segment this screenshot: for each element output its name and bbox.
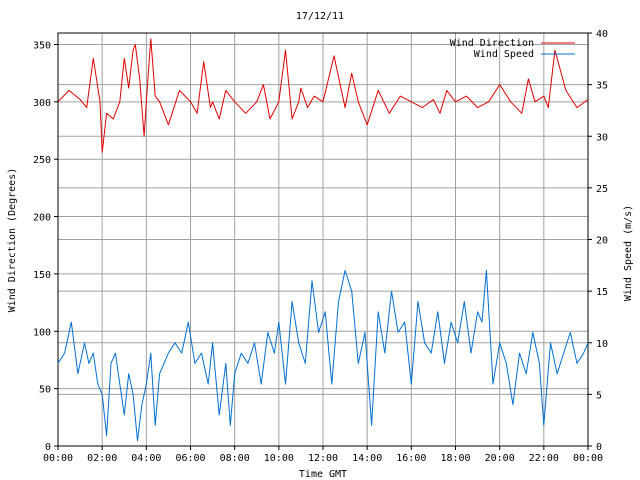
y-right-tick-label: 30 (596, 132, 608, 143)
x-tick-label: 10:00 (264, 453, 294, 464)
x-tick-label: 18:00 (440, 453, 470, 464)
y-right-tick-label: 20 (596, 236, 608, 247)
x-tick-label: 06:00 (175, 453, 205, 464)
y-left-tick-label: 300 (33, 98, 51, 109)
chart-title: 17/12/11 (296, 11, 344, 22)
legend: Wind Direction Wind Speed (450, 38, 575, 60)
x-axis-ticks: 00:00 02:00 04:00 06:00 08:00 10:00 12:00 14:00… (43, 446, 603, 464)
y-left-axis-ticks: 0 50 100 150 200 250 300 350 (33, 40, 58, 453)
y-right-tick-label: 35 (596, 81, 608, 92)
y-right-axis-ticks: 0 5 10 15 20 25 30 35 40 (588, 29, 608, 453)
x-tick-label: 22:00 (529, 453, 559, 464)
legend-label-wind-direction: Wind Direction (450, 38, 534, 49)
legend-label-wind-speed: Wind Speed (474, 49, 534, 60)
y-left-tick-label: 350 (33, 40, 51, 51)
y-left-tick-label: 100 (33, 327, 51, 338)
x-tick-label: 12:00 (308, 453, 338, 464)
x-tick-label: 00:00 (43, 453, 73, 464)
x-tick-label: 20:00 (485, 453, 515, 464)
y-right-tick-label: 5 (596, 390, 602, 401)
y-left-tick-label: 150 (33, 270, 51, 281)
x-tick-label: 16:00 (396, 453, 426, 464)
series-line-wind-direction (57, 38, 589, 153)
y-left-tick-label: 50 (39, 385, 51, 396)
y-right-tick-label: 40 (596, 29, 608, 40)
y-left-axis-label: Wind Direction (Degrees) (7, 168, 18, 313)
x-tick-label: 04:00 (131, 453, 161, 464)
y-right-tick-label: 15 (596, 287, 608, 298)
y-left-tick-label: 250 (33, 155, 51, 166)
y-right-axis-label: Wind Speed (m/s) (623, 205, 634, 301)
grid (58, 33, 588, 446)
y-right-tick-label: 10 (596, 339, 608, 350)
x-tick-label: 08:00 (220, 453, 250, 464)
y-right-tick-label: 0 (596, 442, 602, 453)
y-left-tick-label: 0 (45, 442, 51, 453)
y-left-tick-label: 200 (33, 213, 51, 224)
x-tick-label: 00:00 (573, 453, 603, 464)
x-tick-label: 02:00 (87, 453, 117, 464)
series-line-wind-speed (57, 270, 589, 442)
x-tick-label: 14:00 (352, 453, 382, 464)
series-layer (57, 38, 589, 442)
y-right-tick-label: 25 (596, 184, 608, 195)
x-axis-label: Time GMT (299, 469, 347, 480)
